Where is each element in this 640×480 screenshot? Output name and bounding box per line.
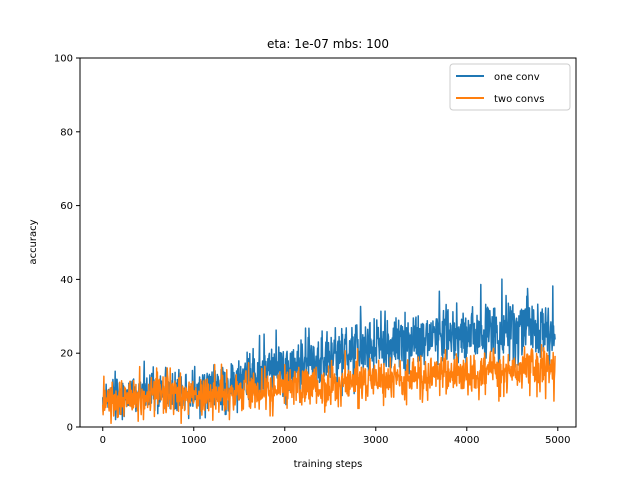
x-tick-label-2: 2000	[272, 435, 297, 446]
legend-label-1: two convs	[494, 94, 544, 105]
y-tick-label-5: 100	[54, 54, 73, 65]
series-line-1	[102, 344, 556, 425]
y-axis-label: accuracy	[28, 219, 39, 264]
y-tick-label-0: 0	[67, 423, 73, 434]
chart-title: eta: 1e-07 mbs: 100	[267, 37, 389, 51]
x-tick-label-5: 5000	[545, 435, 570, 446]
legend: one conv two convs	[449, 63, 571, 111]
x-axis: 0 1000 2000 3000 4000 5000	[100, 427, 571, 446]
x-tick-label-0: 0	[100, 435, 106, 446]
x-tick-label-4: 4000	[454, 435, 479, 446]
y-tick-label-1: 20	[60, 349, 73, 360]
legend-label-0: one conv	[494, 72, 540, 83]
plot-frame	[79, 57, 577, 428]
y-tick-label-2: 40	[60, 275, 73, 286]
y-tick-label-4: 80	[60, 127, 73, 138]
x-tick-label-3: 3000	[363, 435, 388, 446]
x-tick-label-1: 1000	[181, 435, 206, 446]
x-axis-label: training steps	[294, 459, 363, 470]
y-axis: 0 20 40 60 80 100	[54, 54, 80, 434]
y-tick-label-3: 60	[60, 201, 73, 212]
series-layer	[102, 278, 556, 425]
